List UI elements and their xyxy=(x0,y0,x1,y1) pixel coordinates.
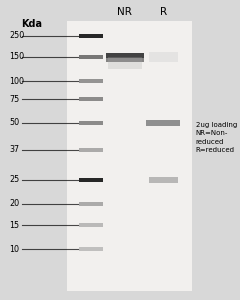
Bar xyxy=(79,121,103,125)
Bar xyxy=(79,202,103,206)
Bar xyxy=(79,97,103,101)
Bar xyxy=(79,55,103,59)
Bar xyxy=(67,21,192,291)
Text: 75: 75 xyxy=(10,94,20,103)
Text: 25: 25 xyxy=(10,176,20,184)
Bar xyxy=(79,247,103,251)
Text: 15: 15 xyxy=(10,220,20,230)
Text: 20: 20 xyxy=(10,200,20,208)
Bar xyxy=(79,79,103,83)
Bar xyxy=(149,177,178,183)
Text: 2ug loading
NR=Non-
reduced
R=reduced: 2ug loading NR=Non- reduced R=reduced xyxy=(196,122,237,153)
Bar xyxy=(146,120,180,126)
Text: 50: 50 xyxy=(10,118,20,127)
Text: 150: 150 xyxy=(10,52,25,62)
Bar xyxy=(149,52,178,62)
Bar xyxy=(108,57,142,69)
Bar xyxy=(106,53,144,58)
Bar xyxy=(79,34,103,38)
Text: 100: 100 xyxy=(10,76,25,85)
Bar xyxy=(106,58,144,62)
Text: 10: 10 xyxy=(10,244,20,253)
Bar xyxy=(79,148,103,152)
Bar xyxy=(79,223,103,227)
Text: Kda: Kda xyxy=(21,19,42,29)
Bar xyxy=(79,178,103,182)
Text: R: R xyxy=(160,7,167,17)
Text: 37: 37 xyxy=(10,146,20,154)
Text: 250: 250 xyxy=(10,32,25,40)
Text: NR: NR xyxy=(117,7,132,17)
